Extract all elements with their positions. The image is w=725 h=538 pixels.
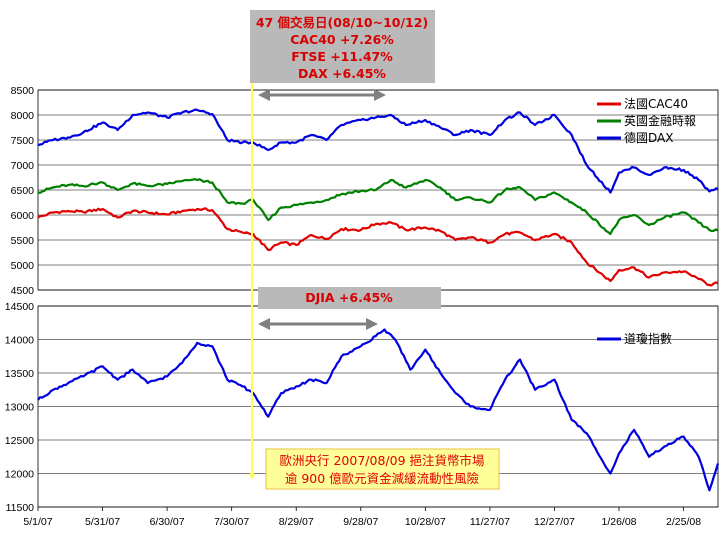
top-y-tick-label: 5500: [11, 235, 35, 247]
x-tick-label: 9/28/07: [343, 516, 378, 528]
series-line-dax: [37, 108, 718, 194]
ecb-marker-point: [249, 471, 255, 479]
top-y-tick-label: 4500: [11, 285, 35, 297]
x-tick-label: 2/25/08: [666, 516, 701, 528]
series-line-djia: [37, 328, 720, 492]
x-tick-label: 5/1/07: [23, 516, 52, 528]
top-annotation-line-3: FTSE +11.47%: [291, 49, 393, 64]
top-annotation-line-1: 47 個交易日(08/10~10/12): [256, 15, 428, 30]
bottom-period-arrow: [258, 318, 378, 330]
annotation-layer: 47 個交易日(08/10~10/12) CAC40 +7.26% FTSE +…: [249, 10, 500, 490]
x-tick-label: 6/30/07: [150, 516, 185, 528]
top-y-tick-label: 5000: [11, 260, 35, 272]
top-y-tick-label: 8000: [11, 110, 35, 122]
bottom-chart-panel: 11500 12000 12500 13000 13500 14000 14500 道瓊指數: [5, 301, 720, 514]
x-tick-label: 5/31/07: [85, 516, 120, 528]
bottom-y-tick-label: 12500: [5, 435, 34, 447]
ecb-note-line-2: 逾 900 億歐元資金減緩流動性風險: [285, 471, 480, 486]
x-tick-label: 8/29/07: [279, 516, 314, 528]
bottom-y-tick-label: 14000: [5, 335, 34, 347]
ecb-note-line-1: 歐洲央行 2007/08/09 挹注貨幣市場: [280, 453, 485, 468]
x-tick-label: 1/26/08: [601, 516, 636, 528]
top-y-tick-label: 7500: [11, 135, 35, 147]
bottom-y-tick-label: 11500: [6, 502, 35, 514]
bottom-y-tick-label: 14500: [5, 301, 34, 313]
series-line-ftse: [37, 178, 719, 236]
x-tick-label: 7/30/07: [214, 516, 249, 528]
bottom-y-tick-label: 13000: [5, 402, 34, 414]
top-y-tick-label: 6500: [11, 185, 35, 197]
top-period-arrow: [258, 89, 386, 101]
top-annotation-line-4: DAX +6.45%: [298, 66, 386, 81]
legend-label: 德國DAX: [624, 130, 673, 145]
top-y-tick-label: 7000: [11, 160, 35, 172]
x-tick-label: 11/27/07: [470, 516, 510, 528]
ecb-note-box: [265, 448, 500, 490]
top-y-tick-label: 6000: [11, 210, 35, 222]
bottom-y-tick-label: 12000: [5, 469, 34, 481]
legend-label: 道瓊指數: [624, 331, 672, 346]
x-tick-label: 10/28/07: [405, 516, 446, 528]
top-chart-panel: 4500 5000 5500 6000 6500 7000 7500 8000 8500 法國CA…: [11, 85, 719, 297]
top-y-tick-label: 8500: [11, 85, 35, 97]
top-annotation-line-2: CAC40 +7.26%: [290, 32, 394, 47]
x-tick-label: 12/27/07: [534, 516, 575, 528]
legend-label: 法國CAC40: [624, 97, 688, 111]
bottom-y-tick-label: 13500: [5, 368, 34, 380]
x-axis: 5/1/07 5/31/07 6/30/07 7/30/07 8/29/07 9/28/0…: [23, 507, 701, 528]
mid-annotation-text: DJIA +6.45%: [305, 290, 393, 305]
top-annotation-box: [250, 10, 435, 83]
mid-annotation-box: [258, 287, 441, 309]
series-line-cac40: [37, 207, 719, 287]
legend-label: 英國金融時報: [624, 113, 696, 128]
